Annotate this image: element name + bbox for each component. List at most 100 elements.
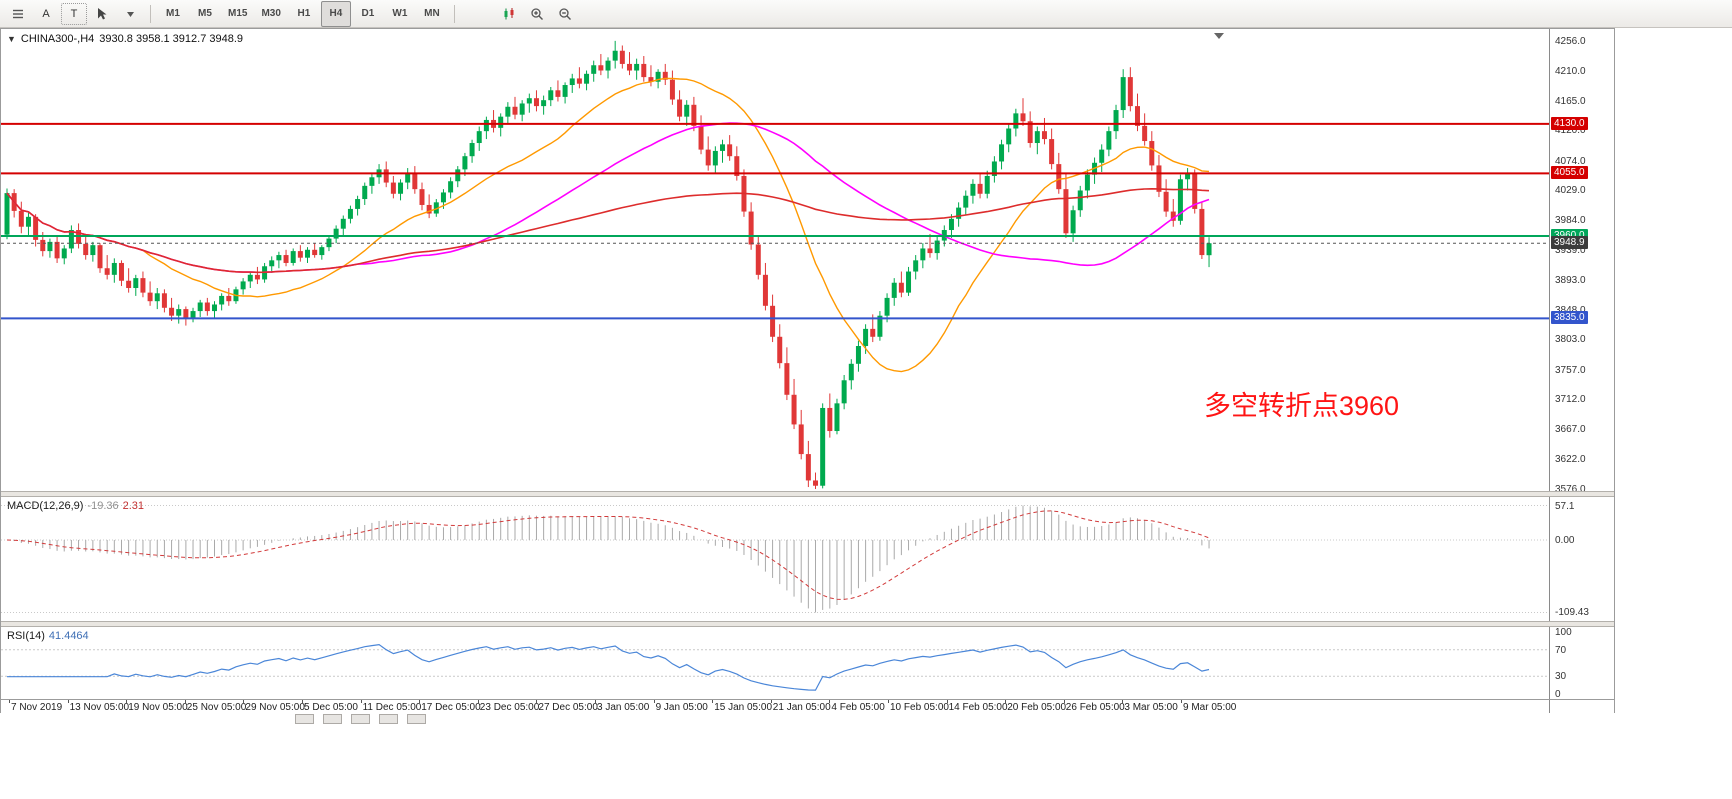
rsi-pane[interactable]: RSI(14) 41.4464 100 70 30 0	[1, 627, 1614, 699]
charts-list-button[interactable]	[5, 3, 31, 25]
timeframe-mn-button[interactable]: MN	[424, 8, 440, 19]
time-label: 26 Feb 05:00	[1065, 702, 1125, 713]
time-tick	[126, 700, 128, 703]
toolbar-separator	[150, 4, 151, 23]
pane-splitter[interactable]	[1, 491, 1614, 497]
price-tick-label: 4165.0	[1555, 95, 1586, 107]
candlestick-chart-button[interactable]	[496, 3, 522, 25]
time-label: 29 Nov 05:00	[245, 702, 305, 713]
tool-dropdown-arrow-icon	[126, 11, 134, 17]
price-tick-label: 4210.0	[1555, 66, 1586, 78]
charts-list-icon	[13, 9, 23, 18]
macd-tick-label: -109.43	[1555, 607, 1589, 619]
rsi-tick-label: 0	[1555, 689, 1561, 699]
time-label: 10 Feb 05:00	[890, 702, 949, 713]
price-tick-label: 3757.0	[1555, 364, 1586, 376]
rsi-tick-label: 70	[1555, 644, 1567, 656]
time-label: 14 Feb 05:00	[948, 702, 1008, 713]
macd-axis[interactable]: 57.1 0.00 -109.43	[1549, 497, 1614, 621]
price-tick-label: 3576.0	[1555, 484, 1586, 491]
time-tick	[829, 700, 831, 703]
chart-symbol-header: ▼ CHINA300-,H4 3930.8 3958.1 3912.7 3948…	[7, 33, 243, 45]
zoom-in-icon	[531, 7, 543, 20]
zoom-out-button[interactable]	[552, 3, 578, 25]
price-tick-label: 3622.0	[1555, 453, 1586, 465]
time-tick	[302, 700, 303, 703]
timeframe-m30-button[interactable]: M30	[261, 8, 281, 19]
time-axis[interactable]: 7 Nov 2019 13 Nov 05:00 19 Nov 05:00 25 Nov…	[1, 699, 1614, 715]
ma-line-ma-medium	[6, 122, 1210, 274]
price-line-badge: 4130.0	[1551, 116, 1588, 130]
time-label: 27 Dec 05:00	[538, 702, 598, 713]
price-tick-label: 4074.0	[1555, 155, 1586, 167]
chart-tab-stub[interactable]	[379, 714, 398, 724]
timeframe-d1-button[interactable]: D1	[361, 8, 375, 19]
macd-histogram	[13, 505, 1210, 613]
time-label: 4 Feb 05:00	[831, 702, 885, 713]
text-annotation-tool-button[interactable]: A	[42, 7, 50, 20]
pane-splitter[interactable]	[1, 621, 1614, 627]
time-tick	[1063, 700, 1065, 703]
macd-chart-svg[interactable]	[1, 497, 1549, 621]
timeframe-m15-button[interactable]: M15	[228, 8, 248, 19]
macd-pane[interactable]: MACD(12,26,9) -19.36 2.31 57.1 0.00 -109.43	[1, 497, 1614, 621]
time-label: 21 Jan 05:00	[772, 702, 831, 713]
price-tick-label: 3848.0	[1555, 304, 1586, 316]
time-tick	[243, 700, 245, 703]
time-label: 11 Dec 05:00	[362, 702, 422, 713]
price-tick-label: 3803.0	[1555, 334, 1586, 346]
time-tick	[9, 700, 10, 703]
chart-tab-stub[interactable]	[295, 714, 314, 724]
current-price-badge: 3948.9	[1551, 236, 1588, 250]
rsi-tick-label: 30	[1555, 671, 1567, 683]
ma-line-ma-fast	[6, 77, 1210, 373]
zoom-in-button[interactable]	[524, 3, 550, 25]
price-tick-label: 4256.0	[1555, 35, 1586, 47]
time-label: 19 Nov 05:00	[128, 702, 188, 713]
price-line-badge: 3835.0	[1551, 311, 1588, 325]
timeframe-w1-button[interactable]: W1	[392, 8, 408, 19]
time-tick	[1181, 700, 1182, 703]
symbol-title: CHINA300-,H4	[20, 33, 95, 45]
chart-tab-stub[interactable]	[323, 714, 342, 724]
time-tick	[770, 700, 772, 703]
chart-tabs-strip	[0, 713, 1615, 725]
cursor-tool-button[interactable]	[89, 3, 115, 25]
time-label: 15 Jan 05:00	[714, 702, 773, 713]
timeframe-h1-button[interactable]: H1	[297, 8, 311, 19]
macd-signal-value: 2.31	[122, 500, 145, 512]
ohlc-values: 3930.8 3958.1 3912.7 3948.9	[99, 33, 244, 45]
price-tick-label: 4120.0	[1555, 125, 1586, 137]
timeframe-h4-button[interactable]: H4	[320, 0, 351, 27]
tool-dropdown-arrow-button[interactable]	[117, 3, 143, 25]
price-tick-label: 3984.0	[1555, 215, 1586, 227]
timeframe-toolbar: M1 M5 M15 M30 H1 H4 D1 W1 MN	[157, 0, 448, 27]
price-tick-label: 4029.0	[1555, 185, 1586, 197]
time-tick	[595, 700, 596, 703]
price-axis[interactable]: 4256.0 4210.0 4165.0 4120.0 4074.0 4029.0 3984…	[1549, 29, 1614, 491]
chart-tab-stub[interactable]	[407, 714, 426, 724]
rsi-axis[interactable]: 100 70 30 0	[1549, 627, 1614, 699]
timeframe-m1-button[interactable]: M1	[166, 8, 180, 19]
time-tick	[536, 700, 538, 703]
price-chart-svg[interactable]	[1, 29, 1549, 491]
chart-tab-stub[interactable]	[351, 714, 370, 724]
text-label-tool-button[interactable]: T	[61, 2, 87, 25]
time-tick	[1122, 700, 1124, 703]
time-tick	[184, 700, 186, 703]
candlestick-chart-icon	[504, 7, 514, 19]
time-label: 3 Jan 05:00	[597, 702, 650, 713]
timeframe-m5-button[interactable]: M5	[198, 8, 212, 19]
chart-annotation-text[interactable]: 多空转折点3960	[1204, 391, 1400, 421]
rsi-tick-label: 100	[1555, 627, 1572, 638]
time-tick	[888, 700, 889, 703]
toolbar-right-tools	[495, 3, 579, 25]
one-click-expander-icon[interactable]: ▼	[7, 34, 16, 44]
price-tick-label: 3712.0	[1555, 394, 1586, 406]
time-label: 20 Feb 05:00	[1007, 702, 1067, 713]
price-tick-label: 3667.0	[1555, 424, 1586, 436]
rsi-chart-svg[interactable]	[1, 627, 1549, 699]
price-pane[interactable]: ▼ CHINA300-,H4 3930.8 3958.1 3912.7 3948…	[1, 29, 1614, 491]
cursor-tool-icon	[98, 7, 107, 19]
